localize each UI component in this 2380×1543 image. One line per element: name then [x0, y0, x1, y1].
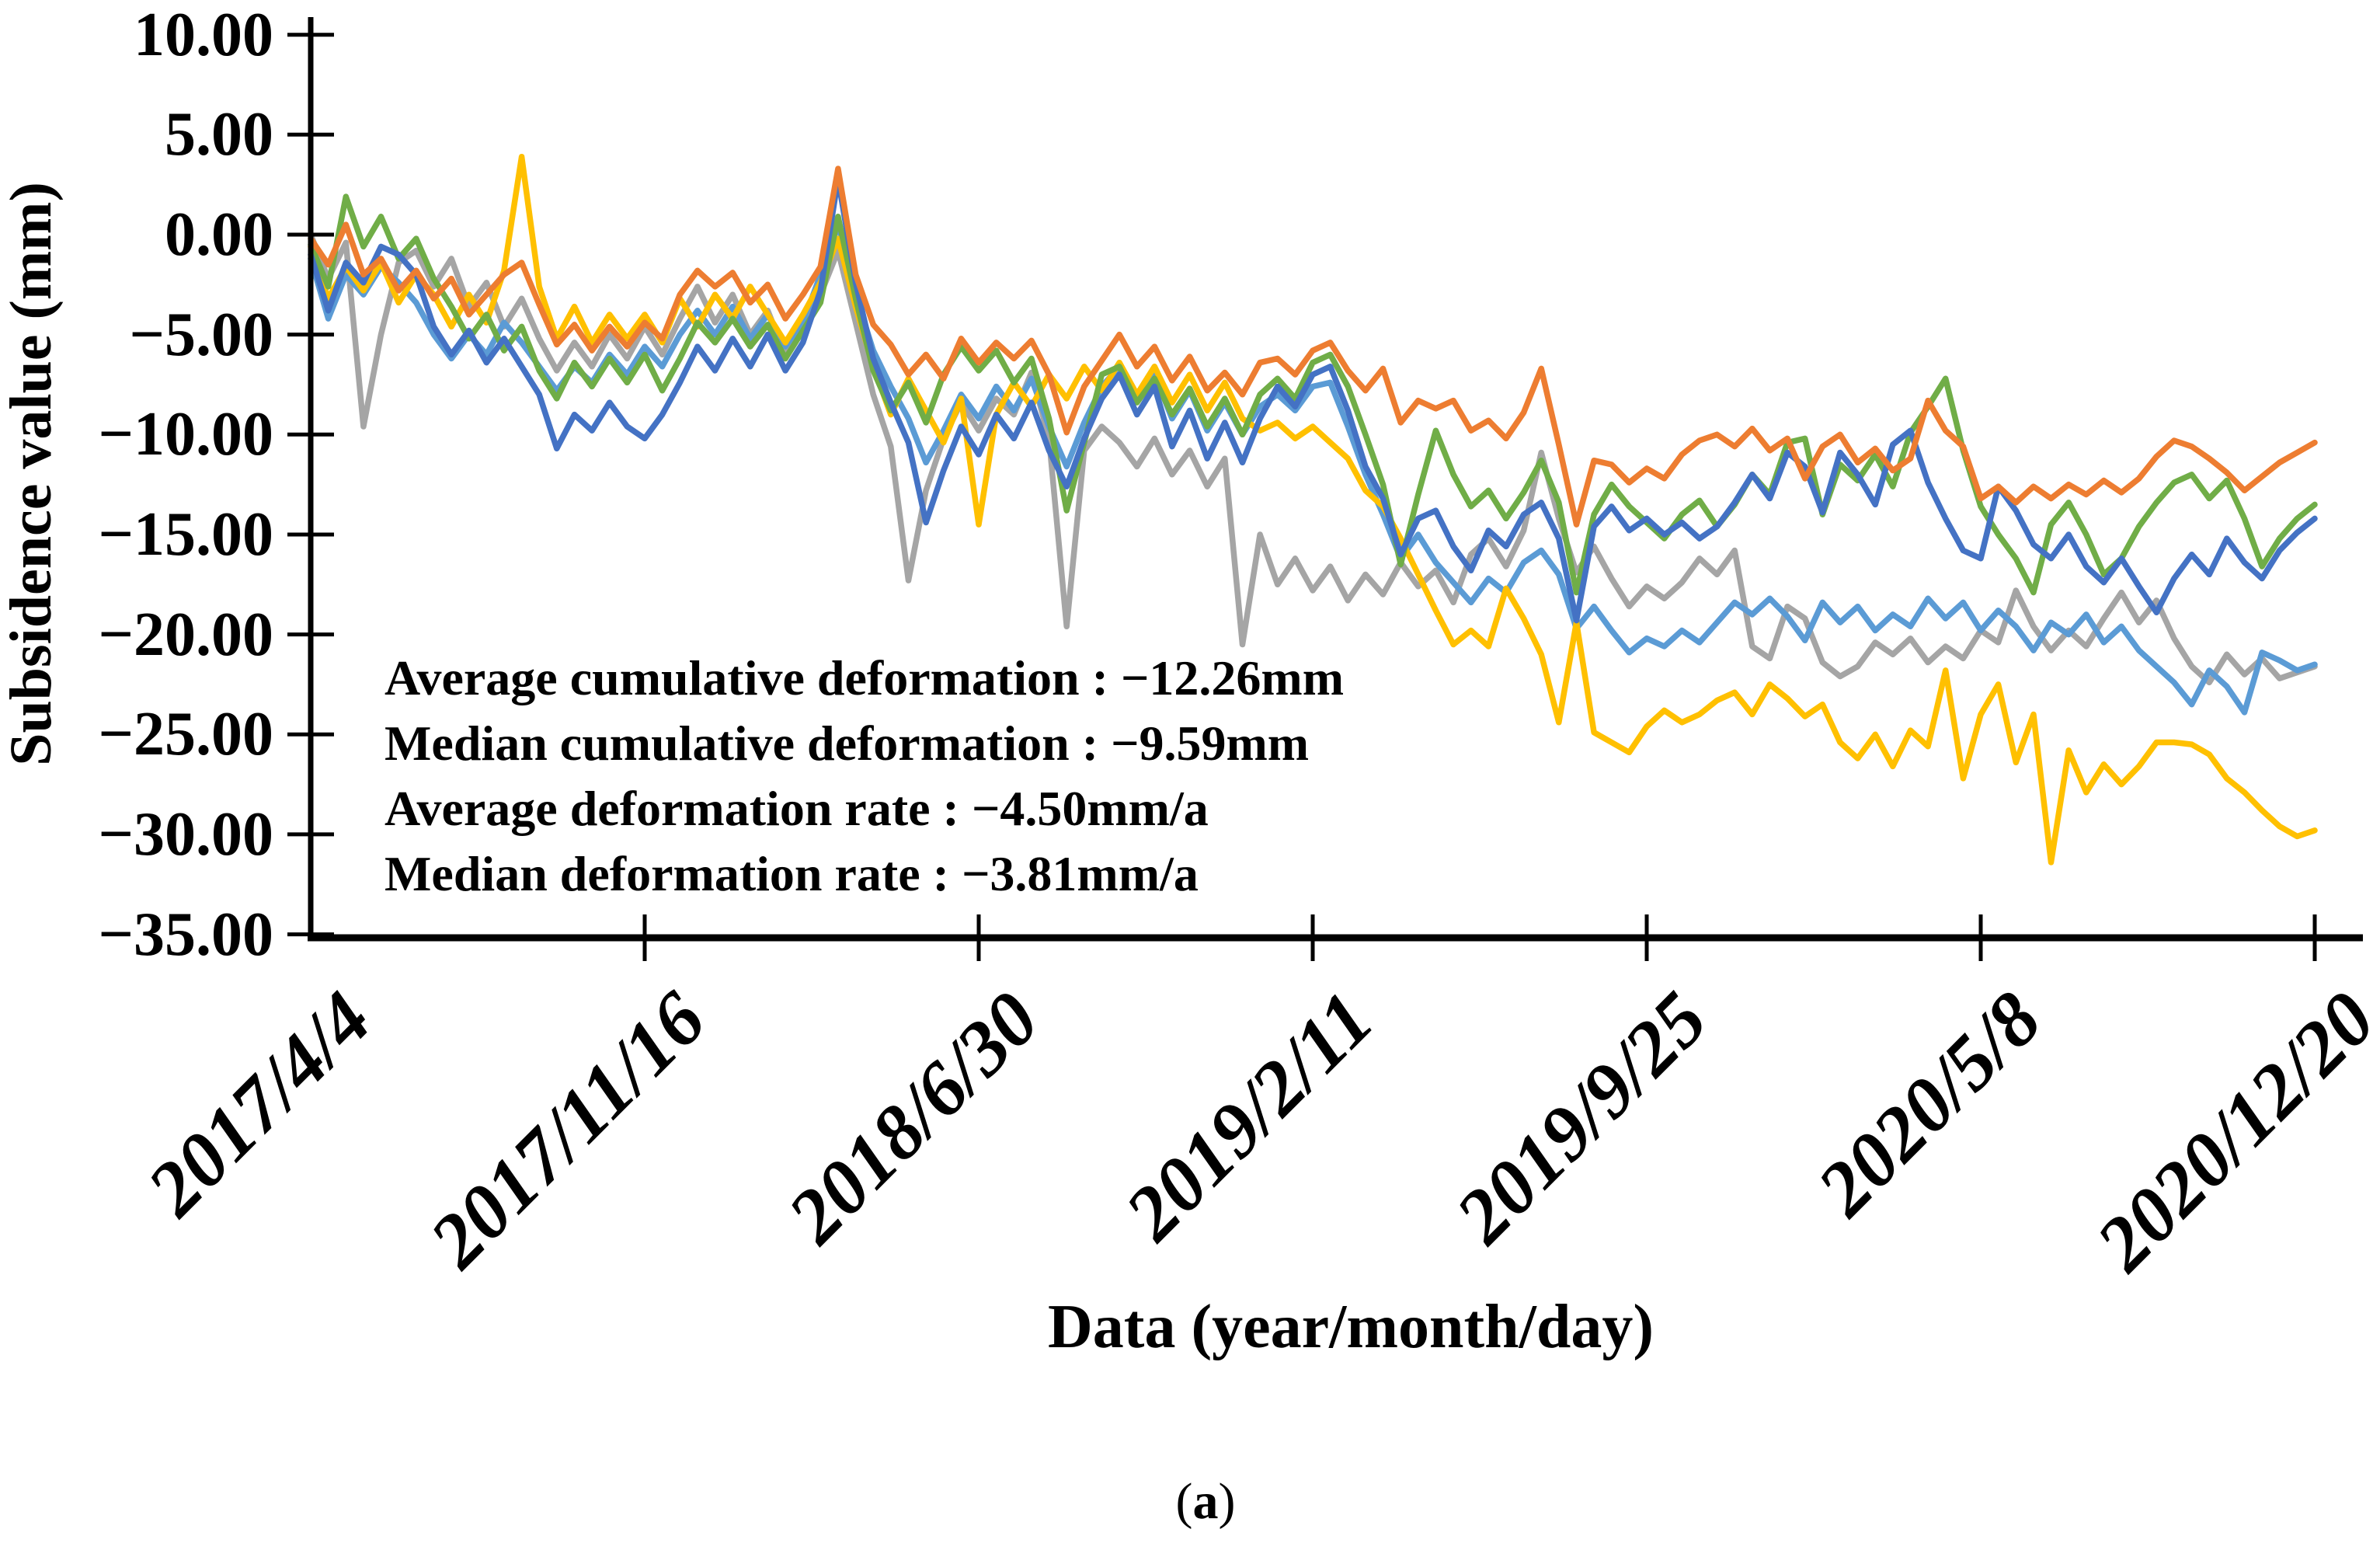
y-tick-label: −35.00 [98, 900, 273, 969]
series-line-yellow [308, 153, 2318, 866]
y-tick-label: −20.00 [98, 601, 273, 669]
y-tick-label: −10.00 [98, 400, 273, 468]
caption-letter: a [1192, 1473, 1219, 1530]
annotation-median-rate: Median deformation rate : −3.81mm/a [384, 846, 1199, 901]
series-line-orange [308, 165, 2318, 528]
annotation-median-cumulative: Median cumulative deformation : −9.59mm [384, 716, 1310, 771]
subfigure-caption: (a) [973, 1471, 1439, 1533]
y-tick-label: −30.00 [98, 800, 273, 869]
y-tick-label: 10.00 [134, 1, 273, 69]
y-tick-label: 0.00 [165, 200, 273, 269]
x-axis-title: Data (year/month/day) [1048, 1293, 1654, 1361]
caption-paren-close: ) [1218, 1473, 1236, 1530]
annotation-avg-rate: Average deformation rate : −4.50mm/a [384, 781, 1209, 836]
annotation-avg-cumulative: Average cumulative deformation : −12.26m… [384, 650, 1344, 705]
series-line-lightblue [308, 221, 2318, 716]
series-line-green [308, 193, 2318, 596]
caption-paren-open: ( [1175, 1473, 1193, 1530]
y-tick-label: −15.00 [98, 500, 273, 569]
series-line-gray [308, 232, 2318, 686]
y-tick-label: −5.00 [129, 301, 273, 369]
series-line-blue [308, 176, 2318, 624]
y-tick-label: 5.00 [165, 100, 273, 169]
y-tick-label: −25.00 [98, 700, 273, 768]
